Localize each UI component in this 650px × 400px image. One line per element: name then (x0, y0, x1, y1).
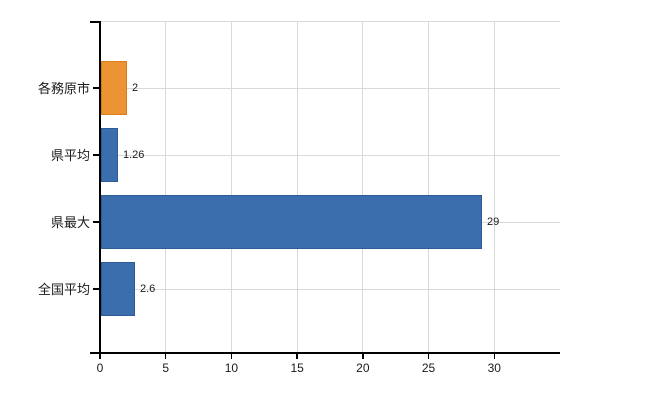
bar-value-label: 1.26 (123, 149, 145, 161)
bar-value-label: 29 (487, 216, 500, 228)
x-axis-tick (427, 353, 430, 359)
category-gridline (100, 87, 560, 89)
y-axis-top-cap-tick (90, 21, 100, 23)
top-gridline (100, 21, 560, 22)
category-gridline (100, 154, 560, 156)
y-axis-category-label: 県最大 (50, 214, 90, 230)
vertical-gridline (165, 21, 167, 353)
y-axis-tick (93, 154, 100, 156)
x-axis-line (90, 352, 560, 354)
bar (101, 61, 127, 115)
x-axis-tick (362, 353, 364, 359)
bar (101, 195, 482, 249)
category-gridline (100, 288, 560, 290)
y-axis-line (99, 21, 101, 353)
bar (101, 128, 118, 182)
vertical-gridline (362, 21, 364, 353)
x-axis-tick-label: 5 (162, 361, 170, 375)
x-axis-tick-label: 15 (290, 361, 304, 375)
y-axis-tick (93, 221, 100, 223)
y-axis-category-label: 県平均 (50, 147, 90, 163)
x-axis-tick-label: 20 (356, 361, 370, 375)
vertical-gridline (230, 21, 232, 353)
x-axis-tick-label: 25 (421, 361, 436, 375)
x-axis-tick (493, 353, 496, 359)
y-axis-tick (93, 288, 100, 290)
vertical-gridline (428, 21, 430, 353)
vertical-gridline (296, 21, 298, 353)
x-axis-tick (164, 353, 167, 359)
plot-area: 2 1.26 29 2.6 (100, 21, 560, 353)
x-axis-tick (296, 353, 298, 359)
y-axis-tick (93, 87, 100, 89)
vertical-gridline (493, 21, 495, 353)
x-axis-tick (99, 353, 101, 359)
bar (101, 262, 135, 316)
x-axis-tick-label: 0 (96, 361, 104, 375)
bar-value-label: 2 (132, 82, 139, 94)
x-axis-tick-label: 10 (224, 361, 239, 375)
bar-value-label: 2.6 (140, 283, 156, 295)
x-axis-tick (230, 353, 233, 359)
y-axis-category-label: 全国平均 (37, 281, 90, 297)
x-axis-tick-label: 30 (487, 361, 501, 375)
y-axis-category-label: 各務原市 (37, 80, 90, 96)
